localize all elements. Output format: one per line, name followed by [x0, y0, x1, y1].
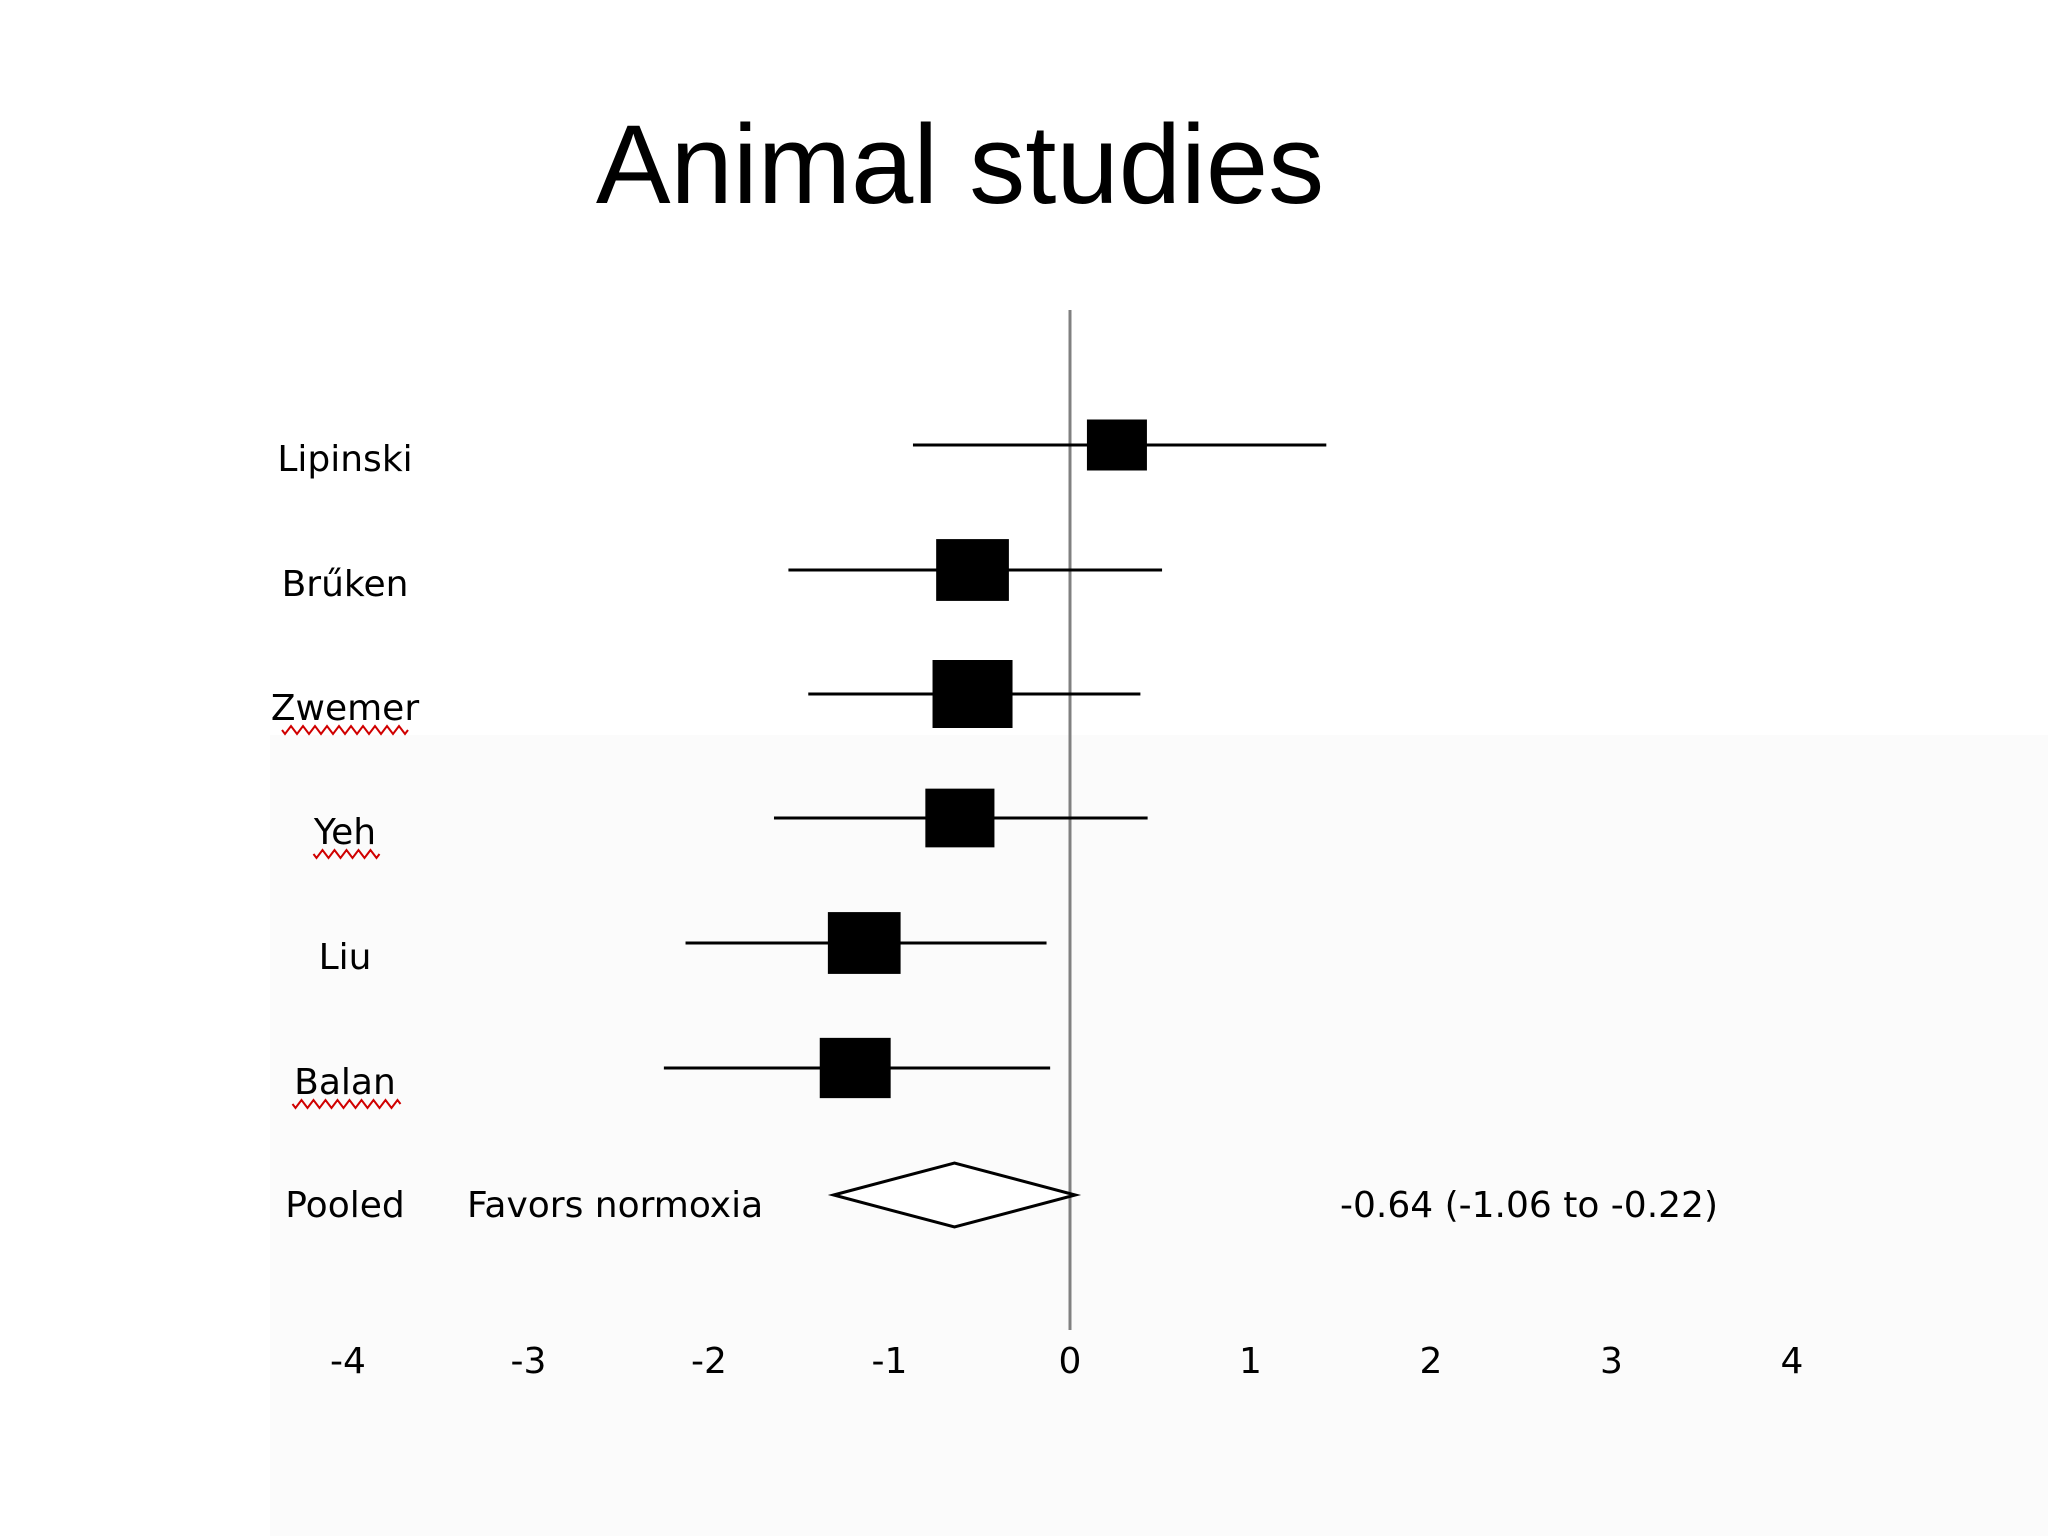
estimate-square-lipinski — [1086, 419, 1147, 471]
study-label: Brűken — [282, 564, 409, 605]
study-label: Yeh — [313, 812, 376, 853]
study-label: Balan — [294, 1062, 396, 1103]
x-tick-label: 0 — [1059, 1341, 1082, 1382]
x-tick-label: 4 — [1781, 1341, 1804, 1382]
study-label: Lipinski — [277, 439, 412, 480]
x-tick-label: 2 — [1420, 1341, 1443, 1382]
spellcheck-underline — [281, 724, 409, 736]
x-tick-label: 1 — [1239, 1341, 1262, 1382]
estimate-square-brűken — [936, 539, 1009, 601]
pooled-label: Pooled — [285, 1185, 404, 1226]
study-label: Liu — [319, 937, 372, 978]
x-tick-label: -2 — [691, 1341, 727, 1382]
spellcheck-underline — [312, 848, 381, 860]
estimate-square-zwemer — [932, 660, 1013, 728]
pooled-estimate-text: -0.64 (-1.06 to -0.22) — [1340, 1185, 1718, 1226]
estimate-square-balan — [819, 1037, 891, 1099]
x-tick-label: -1 — [872, 1341, 908, 1382]
plot-background — [270, 735, 2048, 1536]
page-title: Animal studies — [595, 102, 1325, 227]
study-label: Zwemer — [271, 688, 419, 729]
x-tick-label: -3 — [511, 1341, 547, 1382]
x-tick-label: 3 — [1600, 1341, 1623, 1382]
estimate-square-yeh — [925, 788, 995, 848]
favors-label: Favors normoxia — [467, 1185, 763, 1226]
x-tick-label: -4 — [330, 1341, 366, 1382]
estimate-square-liu — [827, 912, 901, 974]
pooled-diamond — [827, 1161, 1082, 1229]
spellcheck-underline — [291, 1098, 402, 1110]
